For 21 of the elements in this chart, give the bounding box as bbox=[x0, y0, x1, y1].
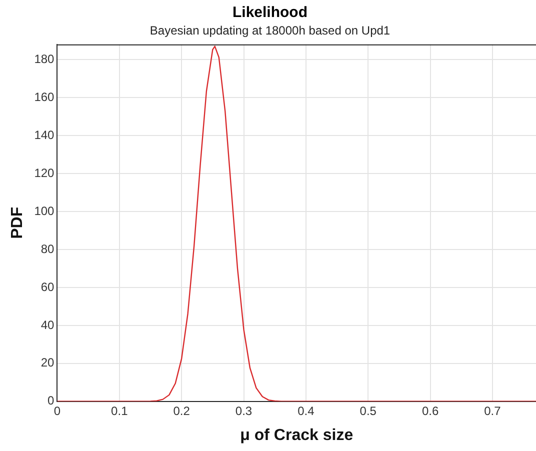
y-tick-label: 60 bbox=[40, 280, 55, 294]
x-tick-label: 0.6 bbox=[422, 404, 439, 418]
x-tick-label: 0.7 bbox=[484, 404, 502, 418]
chart-title: Likelihood bbox=[232, 4, 308, 22]
x-axis-title: μ of Crack size bbox=[240, 426, 354, 444]
x-tick-label: 0.1 bbox=[111, 404, 128, 418]
y-tick-label: 160 bbox=[34, 90, 55, 104]
x-tick-label: 0.5 bbox=[360, 404, 377, 418]
y-axis-title: PDF bbox=[9, 206, 26, 239]
x-tick-label: 0.4 bbox=[298, 404, 315, 418]
y-tick-label: 120 bbox=[34, 166, 55, 180]
x-tick-label: 0.3 bbox=[235, 404, 252, 418]
y-tick-label: 0 bbox=[48, 394, 55, 408]
chart-subtitle: Bayesian updating at 18000h based on Upd1 bbox=[150, 24, 390, 38]
y-tick-label: 80 bbox=[40, 242, 55, 256]
y-tick-label: 100 bbox=[34, 204, 55, 218]
y-tick-label: 180 bbox=[34, 52, 55, 66]
y-tick-label: 140 bbox=[34, 128, 55, 142]
x-tick-label: 0.2 bbox=[173, 404, 190, 418]
y-tick-label: 40 bbox=[40, 318, 55, 332]
y-tick-label: 20 bbox=[40, 356, 55, 370]
